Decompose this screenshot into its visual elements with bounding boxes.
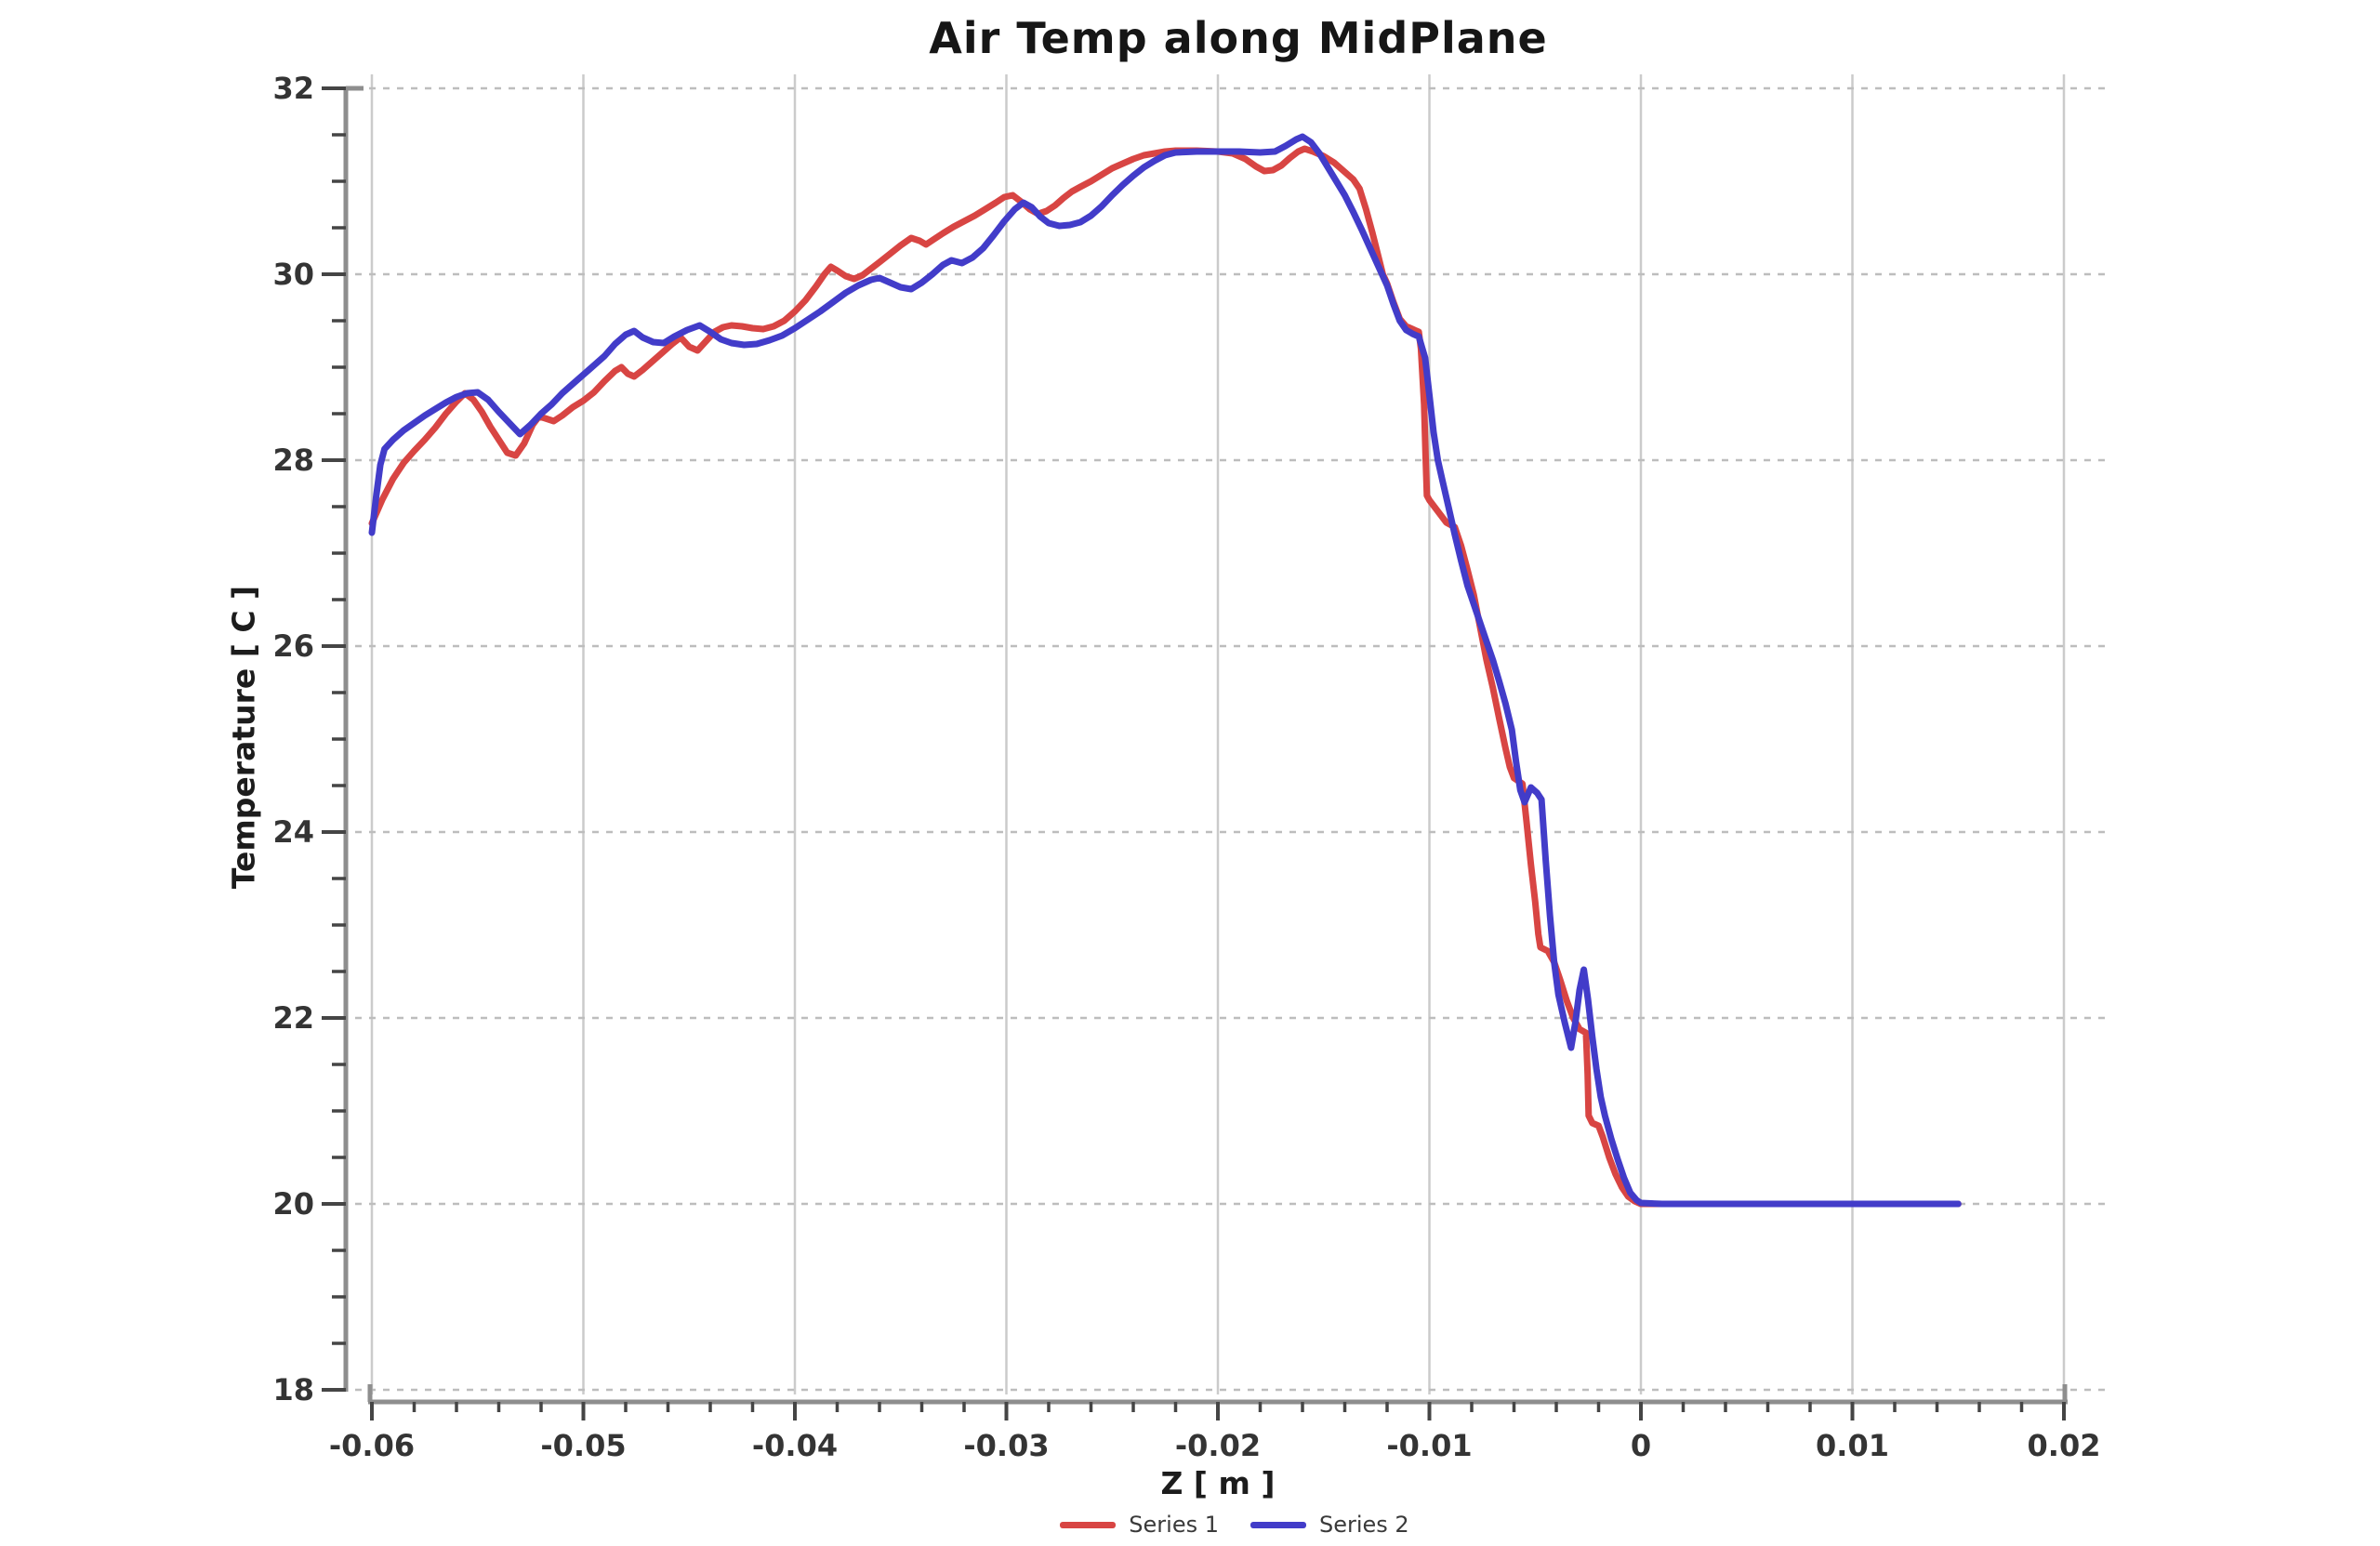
legend-swatch-series-1: [1060, 1521, 1117, 1528]
x-tick-label: -0.04: [752, 1428, 838, 1463]
x-tick-label: -0.01: [1386, 1428, 1472, 1463]
x-tick-label: -0.06: [329, 1428, 415, 1463]
legend-label-series-2: Series 2: [1319, 1512, 1409, 1538]
legend: Series 1 Series 2: [372, 1506, 2097, 1543]
legend-item-series-2: Series 2: [1250, 1512, 1409, 1538]
legend-item-series-1: Series 1: [1060, 1512, 1219, 1538]
y-tick-label: 20: [272, 1186, 314, 1222]
legend-swatch-series-2: [1250, 1521, 1306, 1528]
x-tick-label: 0.02: [2028, 1428, 2101, 1463]
chart-title: Air Temp along MidPlane: [929, 13, 1548, 63]
x-tick-label: -0.05: [540, 1428, 626, 1463]
y-tick-label: 32: [272, 71, 314, 106]
x-tick-label: 0: [1631, 1428, 1651, 1463]
y-tick-label: 30: [272, 257, 314, 292]
x-axis-title: Z [ m ]: [1160, 1465, 1276, 1501]
data-series: [368, 133, 1962, 1208]
y-tick-label: 26: [272, 628, 314, 664]
tick-marks: [322, 86, 2066, 1420]
series-line-1: [368, 145, 1962, 1208]
y-axis-title-text: Temperature [ C ]: [225, 585, 262, 890]
x-tick-label: -0.02: [1175, 1428, 1261, 1463]
horizontal-gridlines: [355, 86, 2110, 1392]
x-tick-label: 0.01: [1816, 1428, 1889, 1463]
series-line-2: [368, 133, 1962, 1208]
y-tick-labels: 18 20 22 24 26 28 30 32: [272, 71, 314, 1407]
vertical-gridlines: [370, 74, 2066, 1394]
y-tick-label: 28: [272, 443, 314, 478]
x-tick-label: -0.03: [963, 1428, 1049, 1463]
legend-label-series-1: Series 1: [1129, 1512, 1219, 1538]
y-tick-label: 24: [272, 814, 314, 850]
y-tick-label: 18: [272, 1372, 314, 1407]
x-tick-labels: -0.06 -0.05 -0.04 -0.03 -0.02 -0.01 0 0.01 0.02: [329, 1428, 2101, 1463]
y-tick-label: 22: [272, 1000, 314, 1036]
